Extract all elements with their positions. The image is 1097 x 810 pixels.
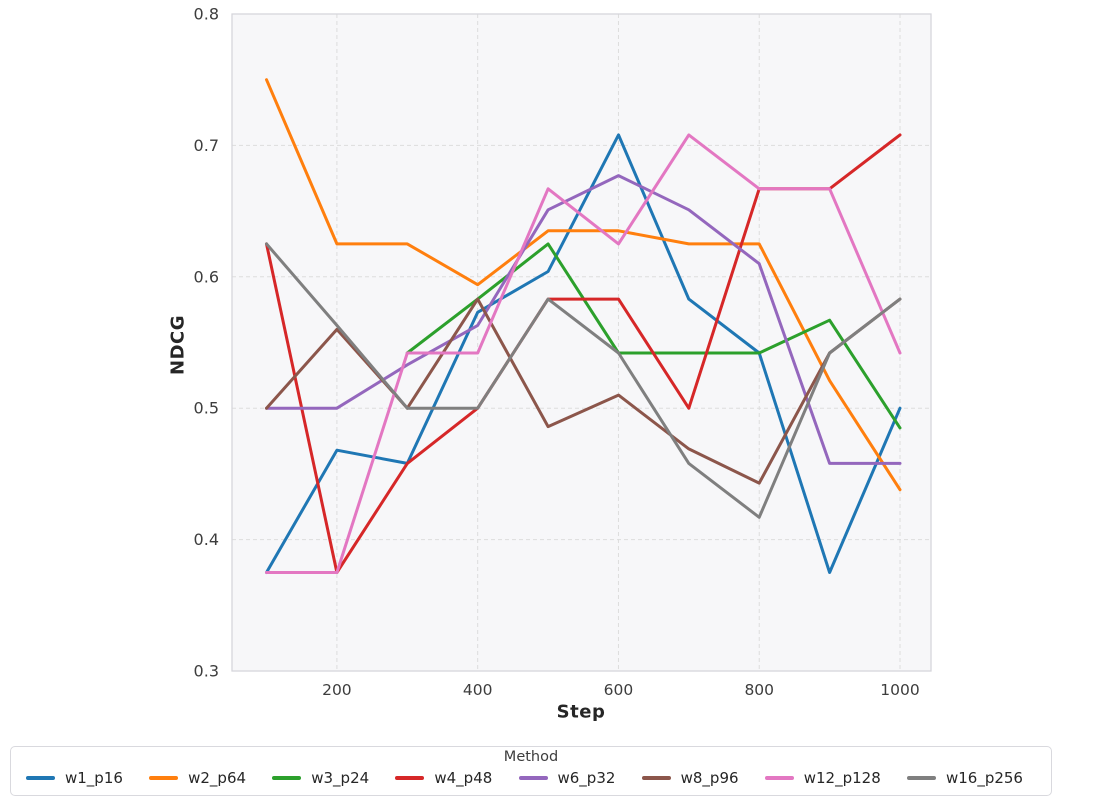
plot-canvas: 200 400 600 800 1000 0.3 0.4 0.5 0.6 0.7 0.8 (194, 5, 932, 699)
legend-item-w4_p48[interactable]: w4_p48 (395, 769, 492, 787)
plot-border (231, 13, 932, 672)
x-tick-label: 800 (744, 681, 774, 699)
legend-title: Method (503, 749, 559, 765)
y-tick-label: 0.3 (194, 662, 219, 681)
series-line-w1_p16 (265, 133, 902, 574)
legend-item-w16_p256[interactable]: w16_p256 (906, 769, 1023, 787)
y-tick-label: 0.7 (194, 136, 219, 155)
legend-label: w4_p48 (434, 769, 493, 787)
legend-line-sample-w16_p256 (906, 776, 936, 780)
legend: Method w1_p16 w2_p64 w3_p24 w4_p48 w6_p32 w8_… (10, 746, 1052, 796)
ndcg-line-chart: 200 400 600 800 1000 0.3 0.4 0.5 0.6 0.7 0.8 Step … (167, 5, 932, 723)
legend-line-sample-w12_p128 (764, 776, 794, 780)
legend-label: w12_p128 (803, 769, 881, 787)
legend-label: w6_p32 (557, 769, 616, 787)
series-line-w2_p64 (265, 78, 902, 492)
legend-item-w6_p32[interactable]: w6_p32 (518, 769, 616, 787)
x-tick-label: 600 (604, 681, 634, 699)
series-line-w12_p128 (265, 133, 902, 574)
legend-item-w3_p24[interactable]: w3_p24 (272, 769, 369, 787)
y-tick-label: 0.6 (194, 267, 219, 286)
legend-label: w3_p24 (311, 769, 370, 787)
legend-line-sample-w3_p24 (272, 776, 302, 780)
y-tick-label: 0.8 (194, 5, 219, 24)
legend-label: w8_p96 (680, 769, 739, 787)
legend-line-sample-w4_p48 (395, 776, 425, 780)
legend-line-sample-w6_p32 (518, 776, 548, 780)
y-axis-label: NDCG (167, 315, 189, 375)
x-tick-label: 400 (463, 681, 493, 699)
x-axis-label: Step (556, 701, 606, 723)
legend-line-sample-w8_p96 (641, 776, 671, 780)
series-line-w16_p256 (265, 242, 902, 519)
legend-label: w2_p64 (188, 769, 247, 787)
series-line-w6_p32 (265, 174, 902, 465)
legend-item-w12_p128[interactable]: w12_p128 (764, 769, 881, 787)
legend-label: w16_p256 (945, 769, 1023, 787)
y-tick-label: 0.4 (194, 530, 219, 549)
legend-item-w1_p16[interactable]: w1_p16 (26, 769, 123, 787)
x-tick-label: 1000 (880, 681, 919, 699)
x-tick-label: 200 (322, 681, 352, 699)
legend-label: w1_p16 (65, 769, 123, 787)
legend-line-sample-w1_p16 (26, 776, 55, 780)
y-tick-label: 0.5 (194, 399, 219, 418)
legend-item-w2_p64[interactable]: w2_p64 (149, 769, 246, 787)
legend-line-sample-w2_p64 (149, 776, 179, 780)
legend-items: w1_p16 w2_p64 w3_p24 w4_p48 w6_p32 w8_p96 w12_… (26, 769, 1023, 787)
legend-item-w8_p96[interactable]: w8_p96 (641, 769, 739, 787)
